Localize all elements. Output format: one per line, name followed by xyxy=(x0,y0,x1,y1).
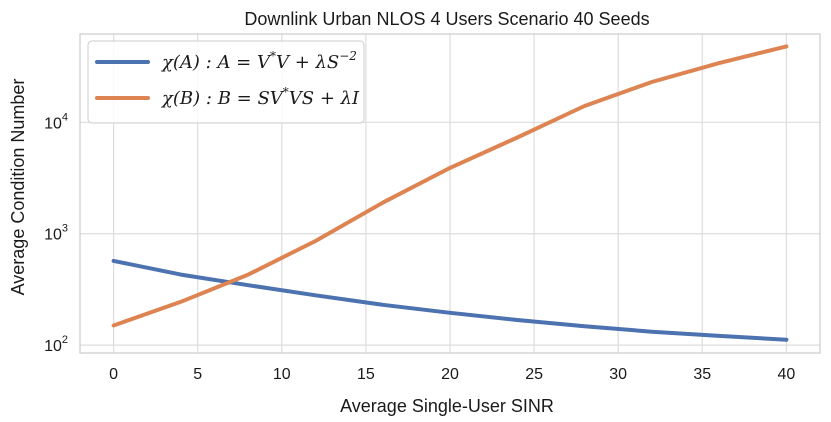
y-tick-label: 103 xyxy=(44,223,68,244)
x-tick-label: 25 xyxy=(525,366,543,383)
x-tick-labels: 0 5 10 15 20 25 30 35 40 xyxy=(109,366,795,383)
x-tick-label: 20 xyxy=(441,366,459,383)
x-tick-label: 30 xyxy=(609,366,627,383)
series-line-chi-b xyxy=(111,44,789,328)
x-tick-label: 40 xyxy=(777,366,795,383)
legend: χ(A) : A = V*V + λS−2 χ(B) : B = SV*VS + … xyxy=(87,40,365,124)
chart-title: Downlink Urban NLOS 4 Users Scenario 40 … xyxy=(244,9,649,29)
x-tick-label: 35 xyxy=(693,366,711,383)
legend-box xyxy=(87,40,365,124)
y-tick-label: 102 xyxy=(44,334,68,355)
series-lines xyxy=(111,44,789,342)
y-tick-label: 104 xyxy=(44,111,68,132)
legend-label-chi-b: χ(B) : B = SV*VS + λI xyxy=(160,85,360,109)
y-axis-label: Average Condition Number xyxy=(8,79,28,296)
x-tick-label: 0 xyxy=(109,366,118,383)
legend-label-chi-a: χ(A) : A = V*V + λS−2 xyxy=(160,49,357,73)
y-tick-labels: 102 103 104 xyxy=(44,111,68,355)
x-tick-label: 10 xyxy=(273,366,291,383)
x-tick-label: 15 xyxy=(357,366,375,383)
plot-frame xyxy=(79,33,821,354)
x-axis-label: Average Single-User SINR xyxy=(340,396,554,416)
x-tick-label: 5 xyxy=(193,366,202,383)
